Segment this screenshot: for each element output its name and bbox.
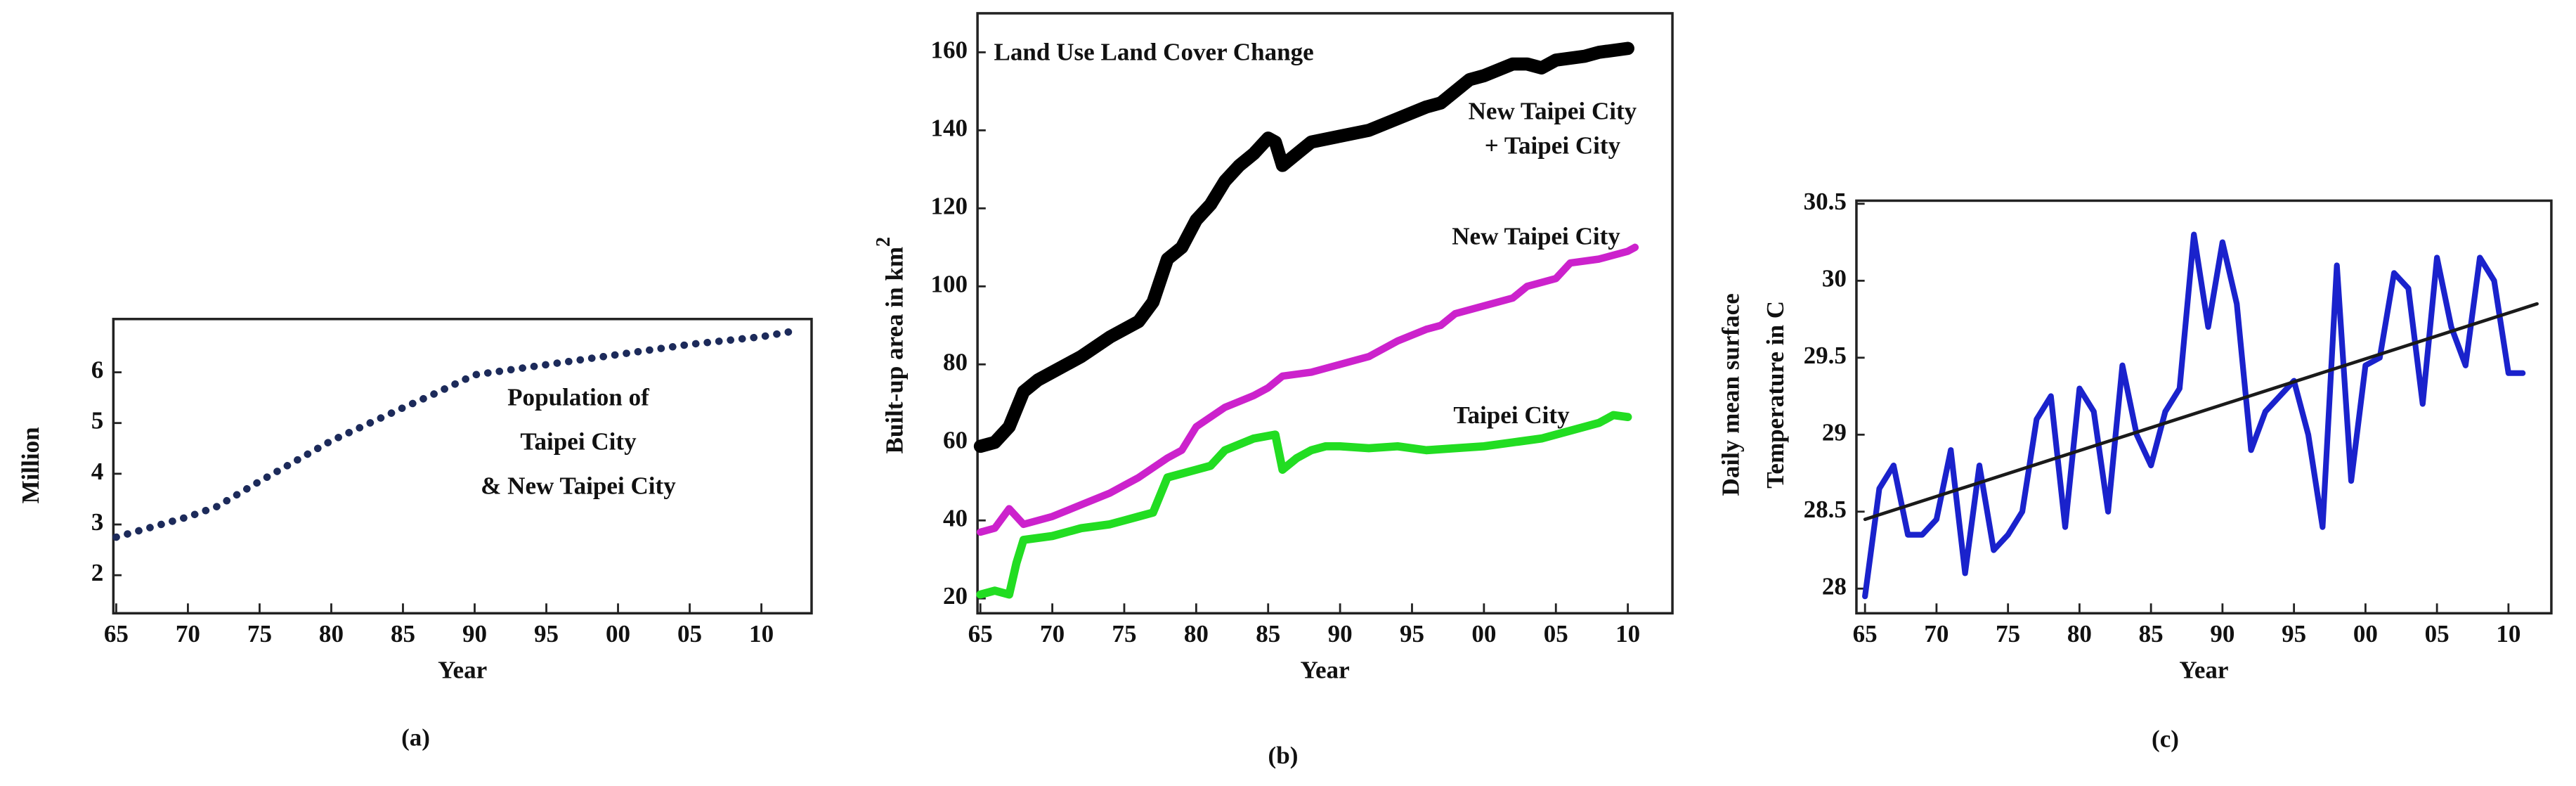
- series-line: [976, 411, 1632, 599]
- x-axis-label: Year: [438, 657, 487, 684]
- series-line: [973, 41, 1634, 453]
- y-tick-label: 100: [930, 270, 968, 297]
- x-tick-label: 65: [104, 620, 129, 648]
- annotation: & New Taipei City: [481, 472, 676, 500]
- x-tick-label: 75: [1996, 620, 2020, 648]
- series-label: New Taipei City: [1469, 98, 1637, 125]
- y-tick-label: 140: [930, 114, 968, 141]
- series-line: [1863, 302, 2539, 522]
- y-tick-label: 28.5: [1804, 496, 1847, 523]
- y-axis-label: Daily mean surface: [1717, 293, 1745, 496]
- plot-frame: [976, 12, 1674, 615]
- y-axis-label-sup: 2: [873, 237, 895, 247]
- y-tick-label: 80: [943, 348, 968, 375]
- x-tick-label: 10: [2496, 620, 2520, 648]
- series-label: Taipei City: [1453, 401, 1570, 429]
- x-tick-label: 00: [606, 620, 630, 648]
- y-axis-label: Temperature in C: [1762, 301, 1789, 489]
- y-axis-label: Built-up area in km2: [873, 237, 909, 454]
- x-tick-label: 70: [1040, 620, 1065, 648]
- x-tick-label: 70: [1924, 620, 1949, 648]
- y-axis-label: Million: [17, 427, 44, 503]
- y-tick-label: 5: [91, 407, 104, 434]
- y-axis-label-text: Million: [17, 427, 44, 503]
- x-tick-label: 80: [319, 620, 344, 648]
- y-tick-label: 6: [91, 356, 104, 384]
- x-tick-label: 75: [247, 620, 272, 648]
- y-tick-label: 20: [943, 582, 968, 610]
- caption: (c): [2152, 726, 2179, 753]
- series-line: [976, 243, 1639, 536]
- y-tick-label: 4: [91, 458, 104, 485]
- x-tick-label: 05: [2425, 620, 2450, 648]
- y-tick-label: 29.5: [1804, 342, 1847, 369]
- x-tick-label: 85: [2139, 620, 2164, 648]
- caption: (b): [1268, 742, 1299, 769]
- y-tick-label: 29: [1822, 418, 1847, 446]
- x-tick-label: 95: [1400, 620, 1424, 648]
- x-tick-label: 75: [1112, 620, 1136, 648]
- series-label: + Taipei City: [1485, 132, 1621, 160]
- x-tick-label: 65: [968, 620, 993, 648]
- plot-frame: [1855, 199, 2553, 615]
- y-tick-label: 40: [943, 504, 968, 531]
- x-tick-label: 65: [1853, 620, 1878, 648]
- x-tick-label: 90: [1328, 620, 1353, 648]
- y-tick-label: 30.5: [1804, 188, 1847, 215]
- y-tick-label: 120: [930, 192, 968, 219]
- x-tick-label: 05: [677, 620, 702, 648]
- y-tick-label: 28: [1822, 572, 1847, 600]
- x-tick-label: 05: [1544, 620, 1568, 648]
- y-tick-label: 3: [91, 508, 104, 536]
- x-axis-label: Year: [2179, 657, 2228, 684]
- x-tick-label: 85: [391, 620, 415, 648]
- chart-title: Land Use Land Cover Change: [994, 38, 1313, 65]
- y-axis-label-text: Built-up area in km: [881, 247, 909, 454]
- x-tick-label: 00: [1471, 620, 1496, 648]
- y-tick-label: 2: [91, 559, 104, 586]
- plot-frame: [112, 318, 813, 615]
- x-tick-label: 85: [1256, 620, 1280, 648]
- annotation: Population of: [507, 383, 650, 411]
- x-axis-label: Year: [1301, 657, 1350, 684]
- x-tick-label: 10: [749, 620, 774, 648]
- x-tick-label: 70: [176, 620, 200, 648]
- series-line: [1862, 231, 2526, 600]
- x-tick-label: 10: [1615, 620, 1640, 648]
- x-tick-label: 80: [2067, 620, 2092, 648]
- caption: (a): [401, 723, 430, 751]
- x-tick-label: 00: [2353, 620, 2378, 648]
- y-tick-label: 160: [930, 36, 968, 63]
- series-line: [112, 328, 794, 541]
- y-tick-label: 30: [1822, 264, 1847, 292]
- x-tick-label: 95: [534, 620, 559, 648]
- x-tick-label: 90: [2210, 620, 2235, 648]
- x-tick-label: 95: [2282, 620, 2306, 648]
- series-label: New Taipei City: [1452, 222, 1620, 250]
- x-tick-label: 80: [1184, 620, 1209, 648]
- y-tick-label: 60: [943, 426, 968, 453]
- x-tick-label: 90: [462, 620, 487, 648]
- annotation: Taipei City: [520, 428, 637, 456]
